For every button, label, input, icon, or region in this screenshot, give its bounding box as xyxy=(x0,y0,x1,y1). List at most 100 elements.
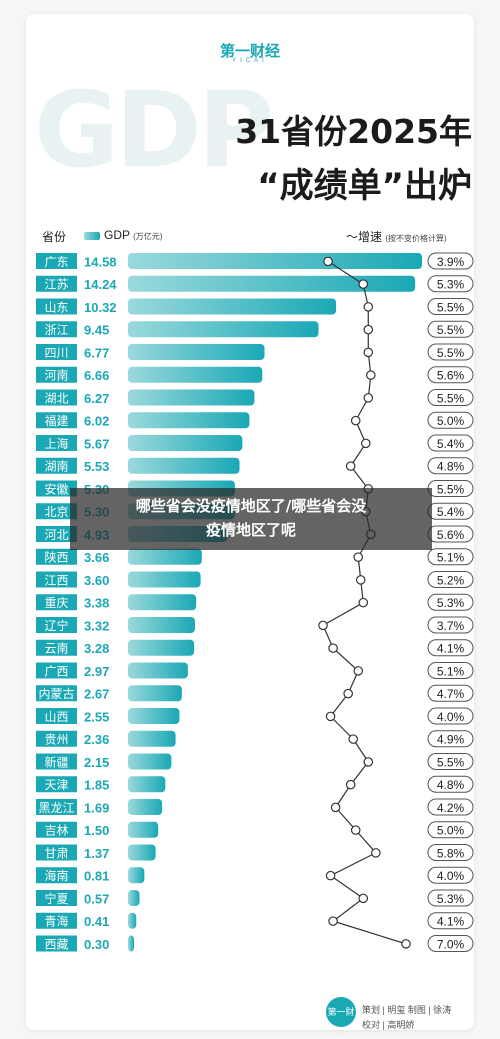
gdp-value-label: 3.66 xyxy=(84,550,109,565)
province-label-bg xyxy=(36,799,77,815)
caption-overlay xyxy=(70,488,432,550)
gdp-bar xyxy=(128,867,145,884)
gdp-value-label: 2.67 xyxy=(84,687,109,702)
growth-pill xyxy=(427,548,474,566)
province-label: 黑龙江 xyxy=(38,801,74,815)
province-label-bg xyxy=(36,571,77,588)
gdp-value-label: 1.50 xyxy=(84,823,109,838)
footer-credits-1: 策划 | 明玺 制图 | 徐涛 xyxy=(362,1005,452,1015)
province-label: 天津 xyxy=(44,778,68,792)
province-label-bg xyxy=(36,548,77,565)
growth-pill xyxy=(427,662,474,679)
province-label-bg xyxy=(36,412,77,429)
gdp-value-label: 1.37 xyxy=(84,846,109,861)
gdp-value-label: 3.28 xyxy=(84,641,109,656)
growth-pill xyxy=(427,366,474,384)
province-label: 西藏 xyxy=(44,937,68,951)
growth-value-label: 5.5% xyxy=(437,391,465,405)
province-column-label: 省份 xyxy=(42,230,67,244)
gdp-bar xyxy=(128,639,195,656)
gdp-value-label: 2.15 xyxy=(84,755,109,770)
growth-point xyxy=(358,597,369,608)
gdp-bar xyxy=(128,776,166,793)
province-label: 安徽 xyxy=(44,481,68,496)
growth-value-label: 5.3% xyxy=(437,892,465,906)
growth-point xyxy=(358,279,369,289)
province-label-bg xyxy=(36,480,77,497)
province-label-bg xyxy=(36,617,77,633)
growth-point xyxy=(353,552,364,562)
growth-pill xyxy=(427,571,474,588)
growth-value-label: 5.5% xyxy=(437,323,465,337)
province-label-bg xyxy=(36,708,77,724)
caption-overlay-text: 哪些省会没疫情地区了/哪些省会没 疫情地区了呢 xyxy=(70,494,432,542)
growth-point xyxy=(371,848,381,858)
province-label-bg xyxy=(36,298,77,315)
province-label-bg xyxy=(36,526,77,542)
gdp-value-label: 3.38 xyxy=(84,596,109,611)
growth-value-label: 5.4% xyxy=(437,505,465,519)
growth-point xyxy=(353,666,364,676)
province-label: 宁夏 xyxy=(44,891,68,906)
province-label: 甘肃 xyxy=(44,846,68,860)
gdp-value-label: 14.24 xyxy=(84,277,117,292)
gdp-bar xyxy=(128,548,202,565)
gdp-bar xyxy=(128,912,137,929)
province-label: 四川 xyxy=(44,346,68,360)
growth-legend-note: (按不变价格计算) xyxy=(385,234,447,243)
growth-point xyxy=(363,302,374,312)
gdp-bar xyxy=(128,571,201,588)
gdp-value-label: 0.30 xyxy=(84,937,109,952)
gdp-value-label: 5.53 xyxy=(84,459,109,474)
growth-value-label: 5.5% xyxy=(437,346,465,360)
province-label-bg xyxy=(36,935,77,952)
gdp-bar xyxy=(128,844,156,861)
growth-value-label: 4.0% xyxy=(437,710,465,724)
province-label: 福建 xyxy=(44,413,68,428)
title-line-1: 31省份2025年 xyxy=(235,112,472,151)
growth-legend-text: 增速 xyxy=(358,230,383,244)
growth-point xyxy=(350,415,361,426)
province-label-bg xyxy=(36,867,77,884)
gdp-value-label: 6.77 xyxy=(84,345,109,360)
gdp-bar xyxy=(128,685,182,702)
footer-logo-icon: 第一财经 xyxy=(326,997,356,1039)
province-label: 河南 xyxy=(44,368,68,383)
gdp-value-label: 0.57 xyxy=(84,891,109,906)
province-label: 云南 xyxy=(44,641,68,656)
gdp-bar xyxy=(128,935,135,952)
gdp-bar xyxy=(128,821,159,838)
gdp-bar xyxy=(128,662,188,679)
province-label: 陕西 xyxy=(44,550,68,565)
province-label-bg xyxy=(36,366,77,383)
growth-point xyxy=(323,256,333,267)
gdp-value-label: 1.69 xyxy=(84,800,109,815)
growth-pill xyxy=(427,935,474,952)
gdp-bar xyxy=(128,412,250,429)
gdp-value-label: 0.41 xyxy=(84,914,109,929)
growth-pill xyxy=(427,844,474,861)
province-label-bg xyxy=(36,685,77,702)
growth-value-label: 5.8% xyxy=(437,846,465,860)
growth-value-label: 4.1% xyxy=(437,915,465,929)
growth-pill xyxy=(427,753,474,770)
province-label-bg xyxy=(36,639,77,656)
province-label: 湖南 xyxy=(44,459,68,474)
gdp-value-label: 2.97 xyxy=(84,664,109,679)
province-label-bg xyxy=(36,503,77,520)
gdp-bar xyxy=(128,457,240,474)
growth-point xyxy=(328,916,338,926)
gdp-legend-unit: (万亿元) xyxy=(133,232,163,241)
gdp-bar xyxy=(128,617,195,633)
growth-value-label: 4.8% xyxy=(437,778,465,792)
growth-point xyxy=(363,324,374,335)
growth-point xyxy=(345,779,356,790)
growth-value-label: 5.4% xyxy=(437,437,465,451)
province-label: 山东 xyxy=(44,300,68,314)
gdp-bar xyxy=(128,708,180,724)
province-label-bg xyxy=(36,389,77,406)
province-label: 江苏 xyxy=(44,278,68,292)
province-label-bg xyxy=(36,844,77,861)
growth-pill xyxy=(427,798,474,816)
